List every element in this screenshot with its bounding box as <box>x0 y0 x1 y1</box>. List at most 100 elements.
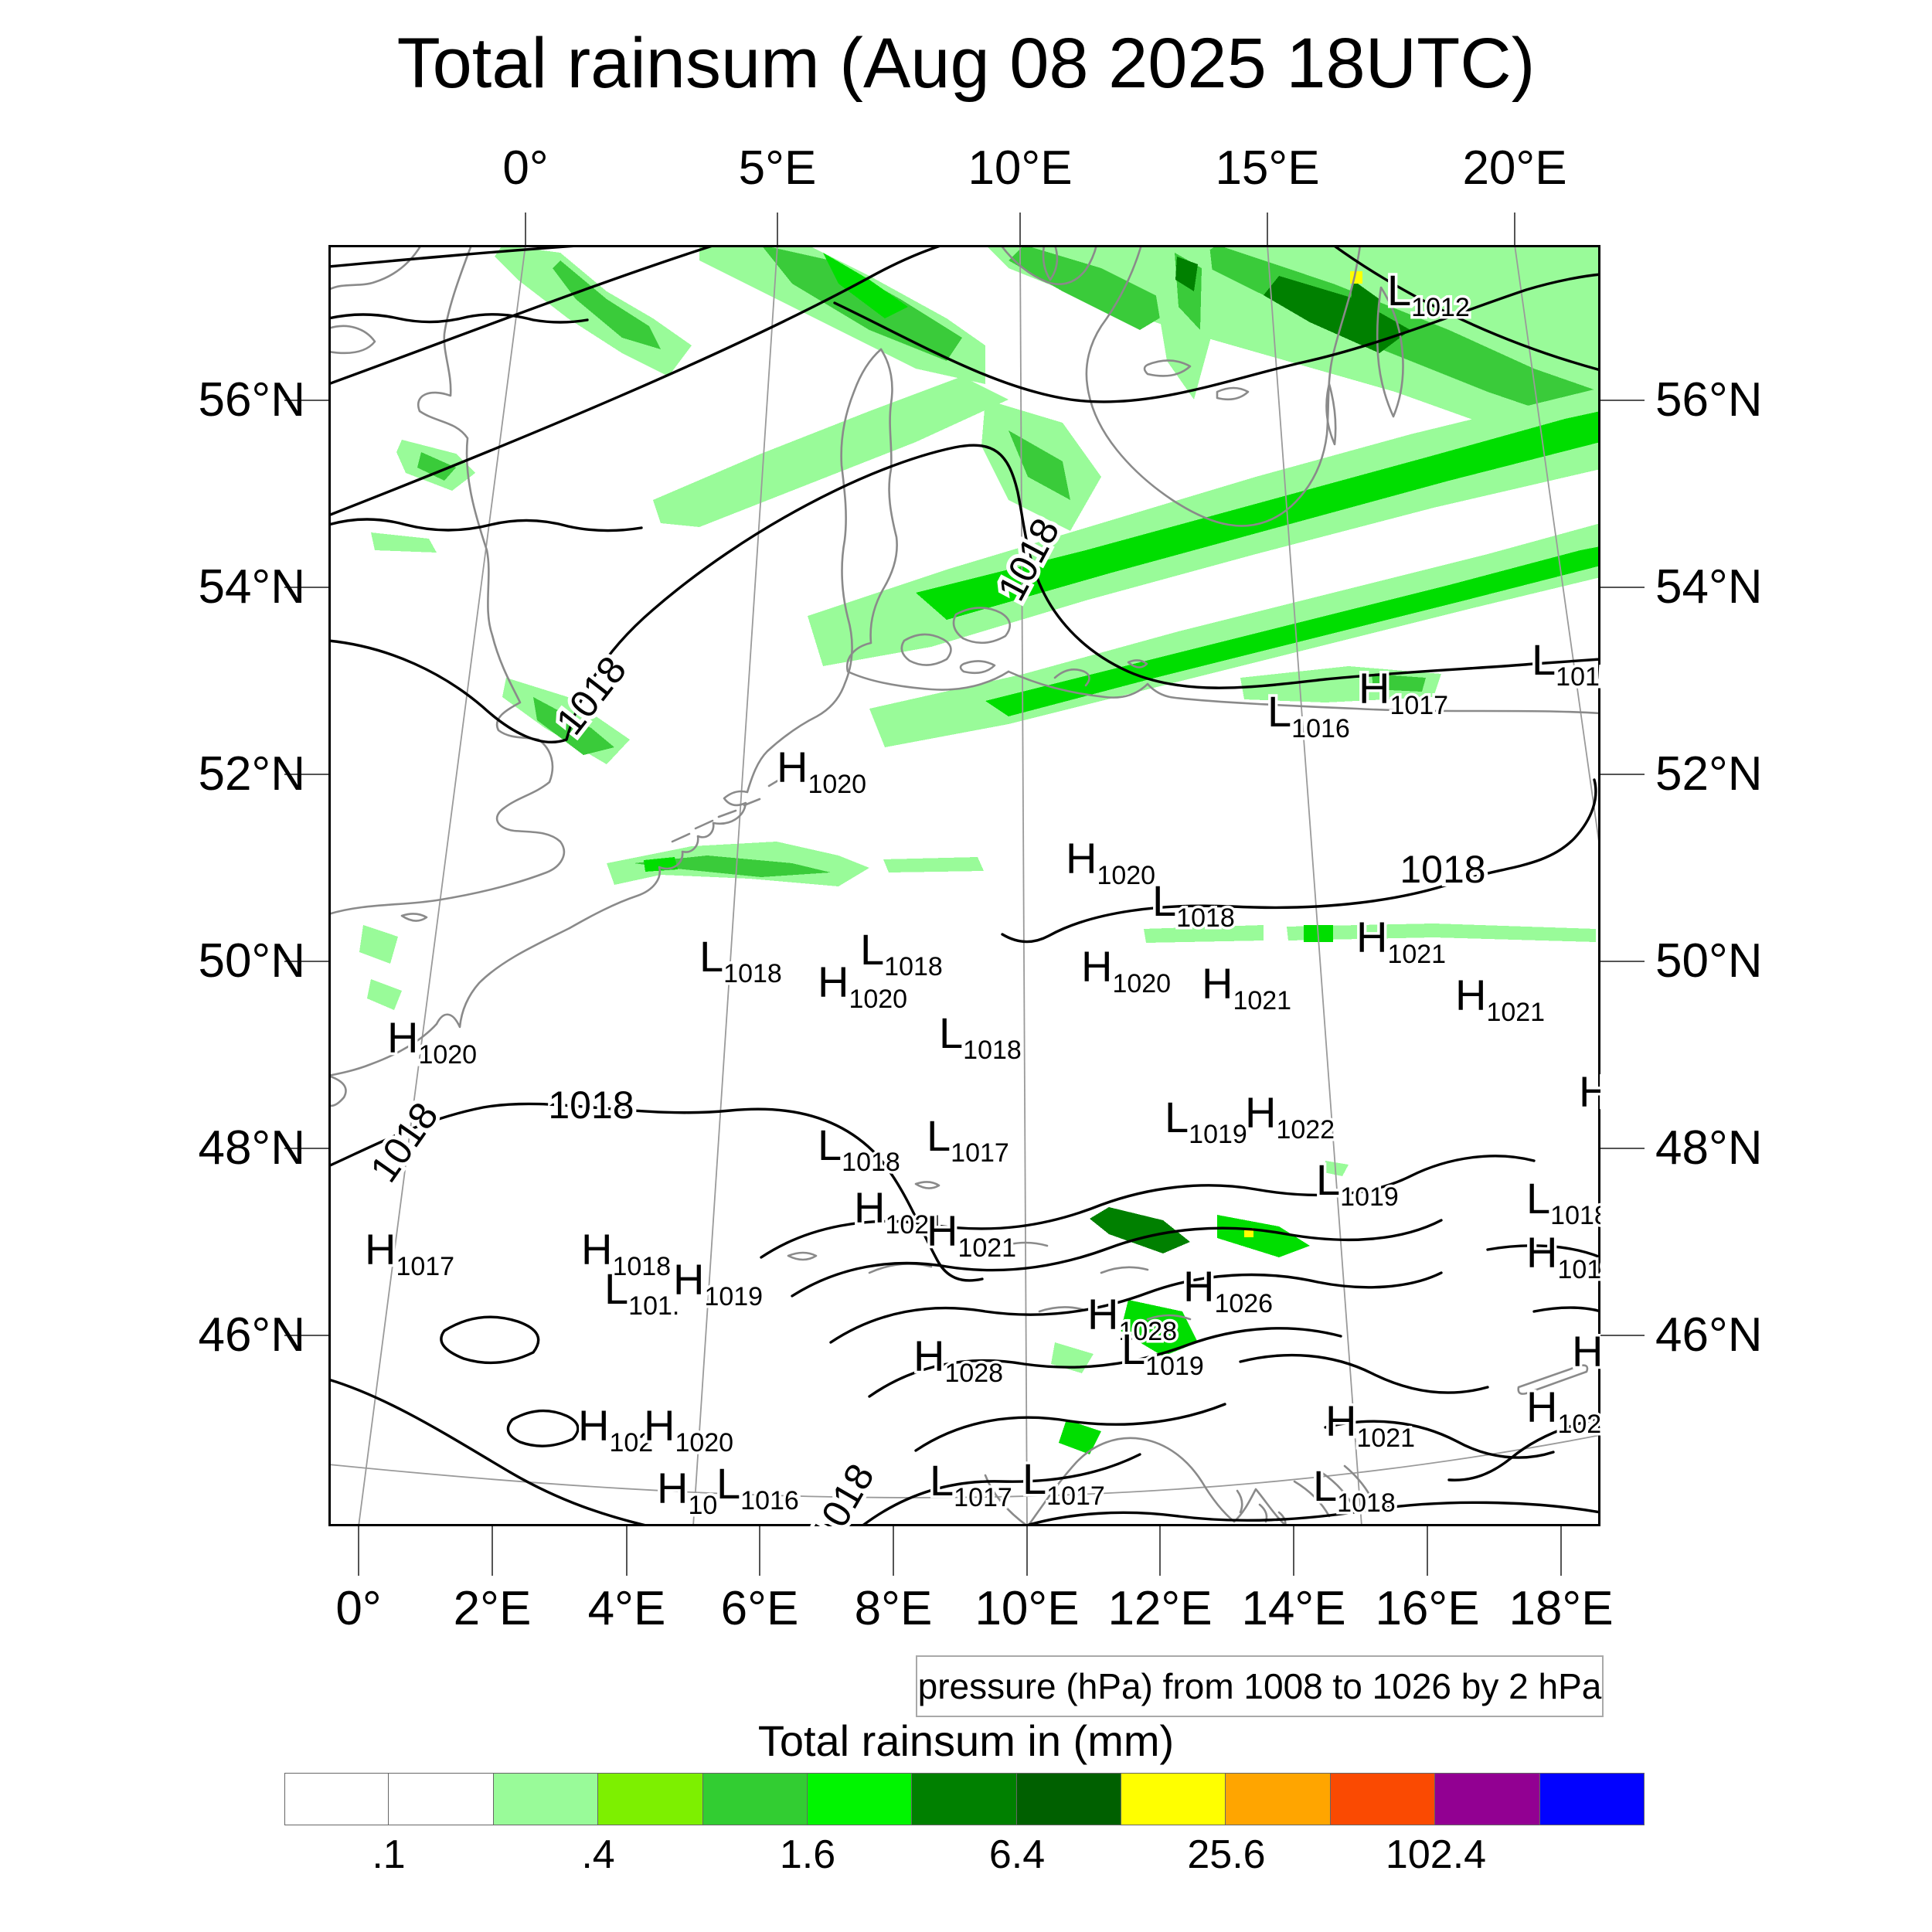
pressure-center-value: 1019 <box>1557 1255 1600 1284</box>
rain-patch <box>1372 674 1426 692</box>
coastline-path <box>1053 668 1090 687</box>
coastline-path <box>1517 1364 1589 1395</box>
pressure-center-high: H1020 <box>387 1013 477 1070</box>
pressure-center-high: H1017 <box>365 1225 454 1281</box>
colorbar-cell <box>1015 1773 1122 1825</box>
pressure-center-value: 1021 <box>1486 998 1545 1027</box>
colorbar-cell <box>1121 1773 1226 1825</box>
lon-tick-bottom <box>893 1526 894 1576</box>
lat-label-right: 54°N <box>1655 560 1763 614</box>
lon-label-bottom: 12°E <box>1107 1582 1213 1635</box>
map-border <box>328 245 1600 1526</box>
lon-tick-top <box>777 213 778 245</box>
lon-label-bottom: 0° <box>335 1582 382 1635</box>
rain-patch <box>359 925 398 964</box>
coastline-path <box>328 325 376 355</box>
isobar-value-label: 1018 <box>548 1083 634 1127</box>
lon-label-top: 15°E <box>1215 141 1320 195</box>
pressure-center-value: 1020 <box>675 1428 733 1458</box>
pressure-center-value: 1021 <box>1356 1423 1415 1453</box>
pressure-center-low: L1018 <box>1526 1174 1600 1230</box>
coastline-path <box>959 660 996 675</box>
colorbar-cell <box>388 1773 494 1825</box>
lon-tick-bottom <box>1560 1526 1562 1576</box>
rain-patch <box>1217 1215 1310 1257</box>
graticule-meridian <box>1514 245 1600 858</box>
pressure-center-value: 1018 <box>884 952 943 981</box>
lat-label-left: 52°N <box>198 747 305 801</box>
lon-tick-bottom <box>492 1526 493 1576</box>
pressure-center-high: H1021 <box>927 1206 1016 1263</box>
lon-tick-bottom <box>626 1526 628 1576</box>
pressure-center-value: 1017 <box>1046 1481 1105 1511</box>
isobar-path <box>1324 1420 1555 1459</box>
pressure-center-low: L1019 <box>1165 1093 1247 1149</box>
rain-patch <box>1324 1161 1349 1176</box>
pressure-center-value: 1021 <box>1233 986 1291 1015</box>
coastline-path <box>787 1251 818 1261</box>
isobar-value-label: 1018 <box>362 1094 447 1189</box>
lat-tick-right <box>1600 961 1645 962</box>
rain-patch <box>1121 1300 1198 1356</box>
colorbar-tick-label: 1.6 <box>779 1832 836 1877</box>
pressure-center-low: L1017 <box>927 1111 1009 1168</box>
lon-label-bottom: 16°E <box>1375 1582 1480 1635</box>
pressure-center-low: L1017 <box>1022 1454 1105 1511</box>
colorbar-cell <box>1434 1773 1540 1825</box>
isobar-path <box>328 245 716 386</box>
pressure-center-value: 1018 <box>1176 903 1235 933</box>
pressure-center-low: L1018 <box>939 1009 1022 1065</box>
coastline-path <box>1293 1464 1379 1518</box>
coastline-path <box>671 758 806 843</box>
isobar-path <box>868 1327 1342 1398</box>
isobar-value-label: 1018 <box>1400 848 1485 891</box>
colorbar-cell <box>1329 1773 1436 1825</box>
isobar-path <box>1239 1353 1489 1394</box>
lat-tick-left <box>284 1148 328 1149</box>
pressure-center-high: H1020 <box>1066 834 1155 890</box>
pressure-center-value: 1016 <box>1291 714 1350 743</box>
rain-patch <box>1264 276 1410 353</box>
isobar-path <box>328 245 589 268</box>
colorbar-cell <box>1539 1773 1645 1825</box>
coastline-path <box>1127 659 1148 668</box>
pressure-center-value: 1018 <box>723 959 782 988</box>
rain-patch <box>1240 666 1441 702</box>
colorbar-cell <box>806 1773 913 1825</box>
rain-patch <box>1090 1207 1190 1253</box>
lat-tick-right <box>1600 1335 1645 1336</box>
colorbar-tick-label: 102.4 <box>1385 1832 1487 1877</box>
rain-patch <box>1287 923 1596 942</box>
lat-label-right: 52°N <box>1655 747 1763 801</box>
pressure-center-value: 1017 <box>1389 691 1448 720</box>
pressure-center-value: 1018 <box>963 1036 1022 1065</box>
pressure-center-value: 1019 <box>1189 1120 1247 1149</box>
lon-label-bottom: 10°E <box>975 1582 1080 1635</box>
pressure-center-high: H1021 <box>1455 971 1545 1027</box>
isobar-path <box>328 1102 984 1282</box>
graticule-meridian <box>1267 245 1362 1526</box>
lon-tick-bottom <box>1293 1526 1294 1576</box>
lon-label-top: 5°E <box>738 141 817 195</box>
rain-patch <box>533 697 614 755</box>
coastline-path <box>1325 383 1337 446</box>
rain-patch <box>985 546 1600 716</box>
isobar-path <box>791 1219 1443 1298</box>
lon-label-top: 0° <box>502 141 549 195</box>
lon-tick-bottom <box>1427 1526 1428 1576</box>
pressure-center-value: 1020 <box>849 985 907 1014</box>
lon-tick-top <box>1267 213 1268 245</box>
pressure-center-value: 1017 <box>951 1138 1009 1168</box>
pressure-center-value: 1028 <box>1118 1317 1177 1346</box>
coastline-path <box>1085 245 1362 527</box>
lon-tick-top <box>525 213 526 245</box>
graticule-parallel <box>328 1434 1600 1498</box>
pressure-legend-box: pressure (hPa) from 1008 to 1026 by 2 hP… <box>916 1655 1604 1717</box>
pressure-center-value: 1018 <box>842 1148 900 1177</box>
pressure-center-high: H1020 <box>1081 942 1171 998</box>
lat-tick-right <box>1600 400 1645 401</box>
isobar-path <box>440 1315 540 1365</box>
pressure-center-value: 1022 <box>1276 1115 1335 1145</box>
isobar-path <box>1486 1244 1600 1259</box>
